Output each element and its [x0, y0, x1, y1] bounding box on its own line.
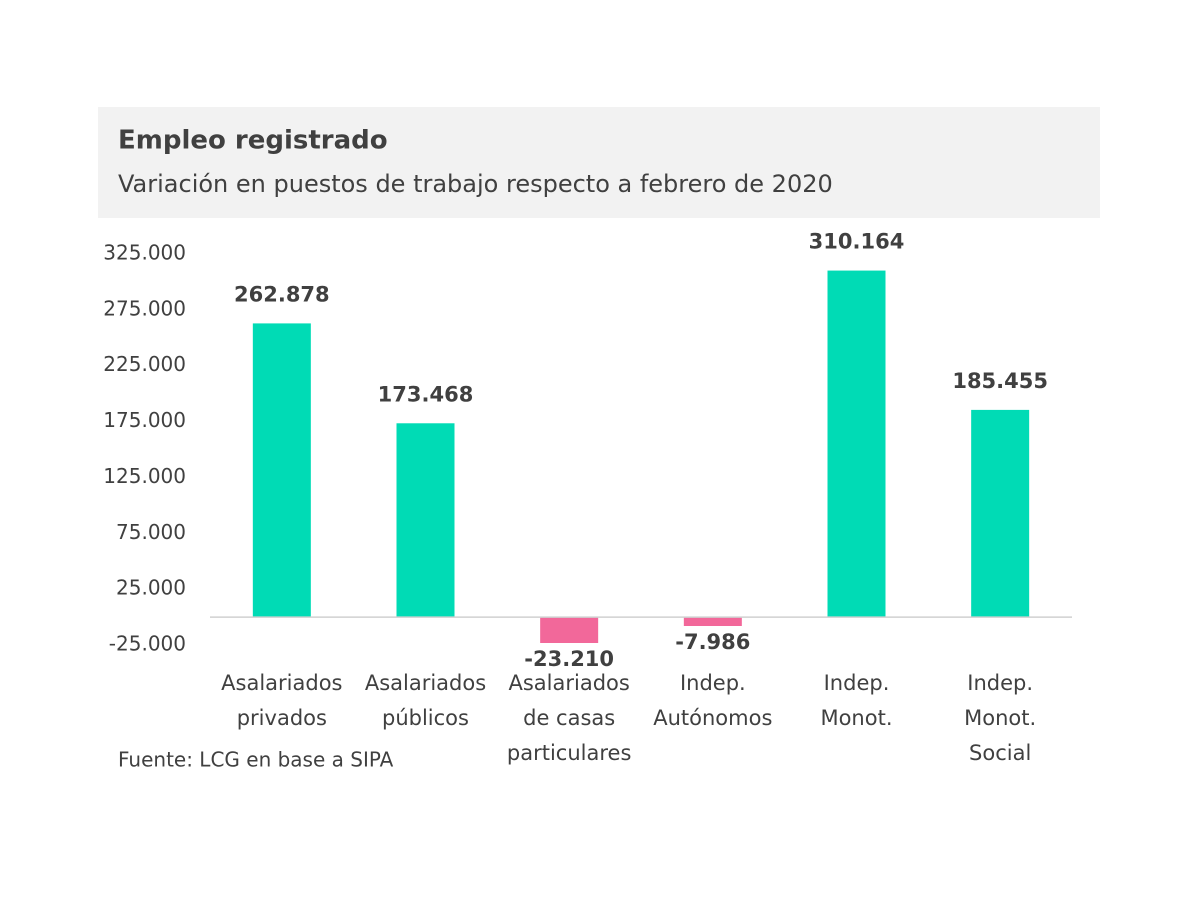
x-tick-label: Indep. Autónomos — [653, 671, 773, 730]
y-tick-label: 175.000 — [103, 408, 186, 432]
x-tick-label: Indep. Monot. Social — [964, 671, 1037, 765]
y-tick-label: 125.000 — [103, 464, 186, 488]
value-label: 310.164 — [809, 230, 905, 254]
x-tick-label: Indep. Monot. — [820, 671, 893, 730]
y-tick-label: 25.000 — [116, 576, 186, 600]
bar — [683, 617, 742, 626]
y-tick-label: 225.000 — [103, 352, 186, 376]
title-box — [98, 107, 1100, 218]
x-tick-label: Asalariados públicos — [364, 671, 487, 730]
x-tick-label: Asalariados privados — [221, 671, 343, 730]
y-tick-label: 275.000 — [103, 296, 186, 320]
y-tick-label: 75.000 — [116, 520, 186, 544]
value-label: 262.878 — [234, 282, 330, 306]
source-note: Fuente: LCG en base a SIPA — [118, 748, 394, 772]
value-label: -7.986 — [675, 630, 750, 654]
bar — [827, 270, 886, 618]
bar — [971, 409, 1030, 618]
value-label: 173.468 — [378, 382, 474, 406]
x-tick-label: Asalariados de casas particulares — [506, 671, 632, 765]
value-label: -23.210 — [524, 647, 614, 671]
chart-title: Empleo registrado — [118, 126, 388, 156]
value-label: 185.455 — [952, 369, 1048, 393]
y-tick-label: 325.000 — [103, 241, 186, 265]
bar — [252, 323, 311, 618]
chart-subtitle: Variación en puestos de trabajo respecto… — [118, 170, 833, 198]
bar — [396, 423, 455, 618]
y-tick-label: -25.000 — [109, 632, 186, 656]
bar — [540, 617, 599, 644]
